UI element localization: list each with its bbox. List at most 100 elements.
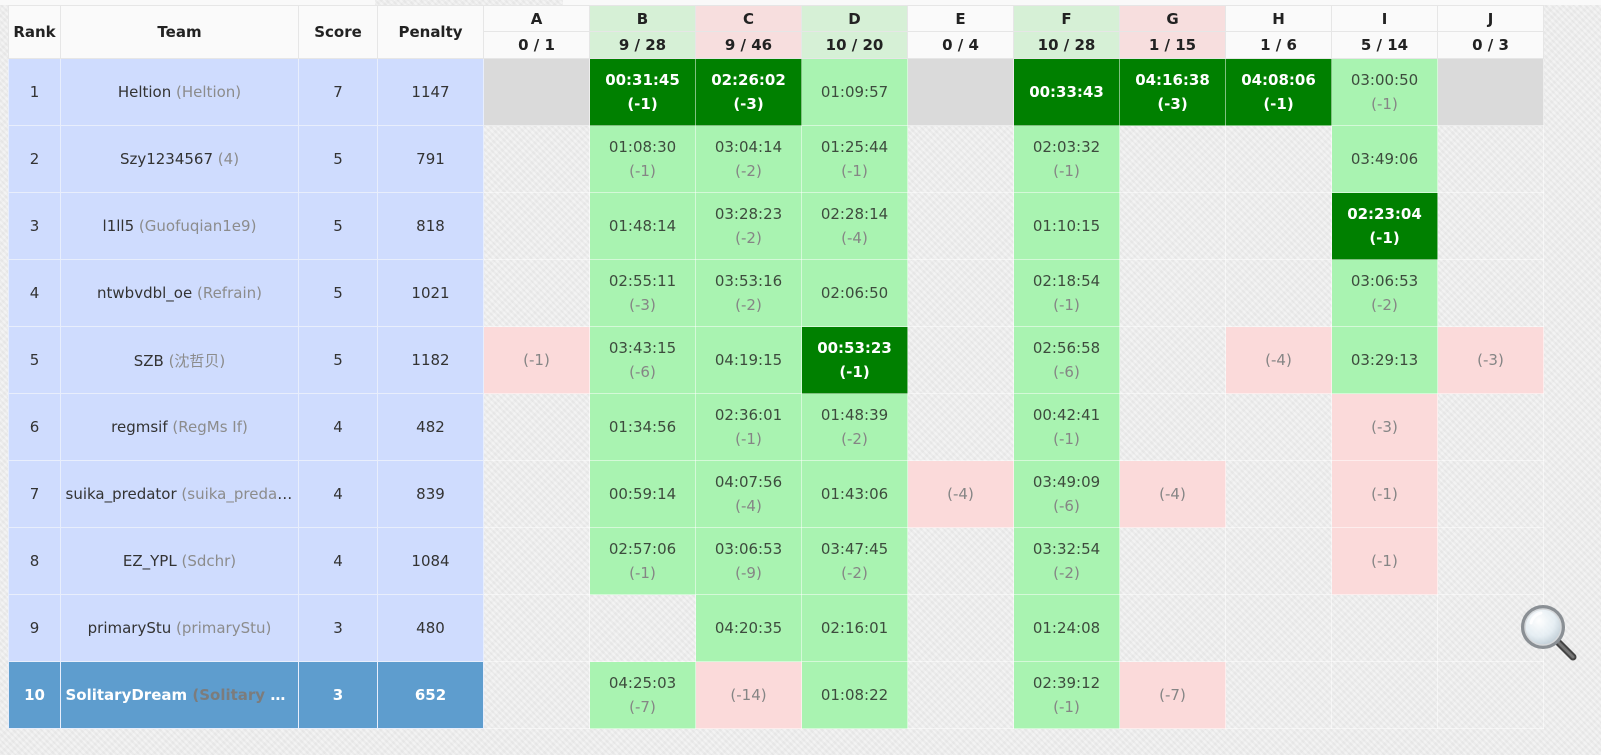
accepted-cell[interactable]: 02:39:12 (-1) bbox=[1013, 661, 1120, 729]
table-row: 2 Szy1234567 (4) 5 791 01:08:30 (-1) 03:04:14 (… bbox=[8, 125, 1544, 193]
solve-time: 03:04:14 bbox=[714, 138, 783, 156]
accepted-cell[interactable]: 04:19:15 bbox=[695, 326, 802, 394]
accepted-cell[interactable]: 01:43:06 bbox=[801, 460, 908, 528]
team-cell[interactable]: l1ll5 (Guofuqian1e9) bbox=[60, 192, 299, 260]
accepted-cell[interactable]: 03:49:09 (-6) bbox=[1013, 460, 1120, 528]
rejected-cell[interactable]: (-4) bbox=[1119, 460, 1226, 528]
accepted-cell[interactable]: 01:09:57 bbox=[801, 58, 908, 126]
team-name-wrap: l1ll5 (Guofuqian1e9) bbox=[103, 217, 257, 235]
problem-label[interactable]: A bbox=[483, 5, 590, 32]
accepted-cell[interactable]: 00:59:14 bbox=[589, 460, 696, 528]
problem-label[interactable]: E bbox=[907, 5, 1014, 32]
team-cell[interactable]: EZ_YPL (Sdchr) bbox=[60, 527, 299, 595]
accepted-cell[interactable]: 04:07:56 (-4) bbox=[695, 460, 802, 528]
header-penalty[interactable]: Penalty bbox=[377, 5, 484, 59]
accepted-cell[interactable]: 03:49:06 bbox=[1331, 125, 1438, 193]
problem-label[interactable]: D bbox=[801, 5, 908, 32]
empty-cell bbox=[1437, 527, 1544, 595]
rejected-cell[interactable]: (-14) bbox=[695, 661, 802, 729]
accepted-cell[interactable]: 03:32:54 (-2) bbox=[1013, 527, 1120, 595]
solve-time: 02:16:01 bbox=[820, 619, 889, 637]
problem-label[interactable]: J bbox=[1437, 5, 1544, 32]
first-blood-cell[interactable]: 04:08:06 (-1) bbox=[1225, 58, 1332, 126]
rejected-cell[interactable]: (-3) bbox=[1331, 393, 1438, 461]
accepted-cell[interactable]: 03:29:13 bbox=[1331, 326, 1438, 394]
accepted-cell[interactable]: 02:36:01 (-1) bbox=[695, 393, 802, 461]
accepted-cell[interactable]: 03:53:16 (-2) bbox=[695, 259, 802, 327]
team-name-wrap: regmsif (RegMs If) bbox=[111, 418, 248, 436]
problem-label[interactable]: C bbox=[695, 5, 802, 32]
team-cell[interactable]: Szy1234567 (4) bbox=[60, 125, 299, 193]
team-cell[interactable]: Heltion (Heltion) bbox=[60, 58, 299, 126]
rejected-cell[interactable]: (-1) bbox=[483, 326, 590, 394]
accepted-cell[interactable]: 02:56:58 (-6) bbox=[1013, 326, 1120, 394]
first-blood-cell[interactable]: 00:31:45 (-1) bbox=[589, 58, 696, 126]
accepted-cell[interactable]: 04:25:03 (-7) bbox=[589, 661, 696, 729]
rejected-cell[interactable]: (-4) bbox=[907, 460, 1014, 528]
accepted-cell[interactable]: 01:48:39 (-2) bbox=[801, 393, 908, 461]
problem-label[interactable]: H bbox=[1225, 5, 1332, 32]
team-member-name: (4) bbox=[217, 150, 240, 169]
header-team[interactable]: Team bbox=[60, 5, 299, 59]
accepted-cell[interactable]: 01:10:15 bbox=[1013, 192, 1120, 260]
accepted-cell[interactable]: 02:57:06 (-1) bbox=[589, 527, 696, 595]
first-blood-cell[interactable]: 02:26:02 (-3) bbox=[695, 58, 802, 126]
accepted-cell[interactable]: 03:00:50 (-1) bbox=[1331, 58, 1438, 126]
team-cell[interactable]: SolitaryDream (Solitary Dr... bbox=[60, 661, 299, 729]
first-blood-cell[interactable]: 00:53:23 (-1) bbox=[801, 326, 908, 394]
accepted-cell[interactable]: 03:04:14 (-2) bbox=[695, 125, 802, 193]
wrong-attempts: (-3) bbox=[733, 95, 764, 113]
team-name: Heltion bbox=[117, 83, 172, 102]
first-blood-cell[interactable]: 02:23:04 (-1) bbox=[1331, 192, 1438, 260]
rejected-cell[interactable]: (-1) bbox=[1331, 460, 1438, 528]
team-cell[interactable]: ntwbvdbl_oe (Refrain) bbox=[60, 259, 299, 327]
empty-cell bbox=[483, 460, 590, 528]
team-cell[interactable]: primaryStu (primaryStu) bbox=[60, 594, 299, 662]
rejected-cell[interactable]: (-1) bbox=[1331, 527, 1438, 595]
empty-cell bbox=[1119, 259, 1226, 327]
accepted-cell[interactable]: 03:43:15 (-6) bbox=[589, 326, 696, 394]
accepted-cell[interactable]: 00:42:41 (-1) bbox=[1013, 393, 1120, 461]
accepted-cell[interactable]: 02:03:32 (-1) bbox=[1013, 125, 1120, 193]
accepted-cell[interactable]: 03:28:23 (-2) bbox=[695, 192, 802, 260]
problem-label[interactable]: G bbox=[1119, 5, 1226, 32]
accepted-cell[interactable]: 01:48:14 bbox=[589, 192, 696, 260]
top-strip-right bbox=[563, 0, 1601, 5]
problem-count: 1 / 15 bbox=[1119, 31, 1226, 59]
first-blood-cell[interactable]: 00:33:43 bbox=[1013, 58, 1120, 126]
solve-time: 00:42:41 bbox=[1032, 406, 1101, 424]
empty-cell bbox=[1225, 661, 1332, 729]
accepted-cell[interactable]: 02:16:01 bbox=[801, 594, 908, 662]
rejected-cell[interactable]: (-3) bbox=[1437, 326, 1544, 394]
first-blood-cell[interactable]: 04:16:38 (-3) bbox=[1119, 58, 1226, 126]
magnifier-icon[interactable] bbox=[1519, 603, 1579, 663]
accepted-cell[interactable]: 04:20:35 bbox=[695, 594, 802, 662]
problem-label[interactable]: B bbox=[589, 5, 696, 32]
header-rank[interactable]: Rank bbox=[8, 5, 61, 59]
accepted-cell[interactable]: 01:34:56 bbox=[589, 393, 696, 461]
rejected-cell[interactable]: (-7) bbox=[1119, 661, 1226, 729]
accepted-cell[interactable]: 03:47:45 (-2) bbox=[801, 527, 908, 595]
accepted-cell[interactable]: 02:55:11 (-3) bbox=[589, 259, 696, 327]
wrong-attempts: (-1) bbox=[1053, 162, 1080, 180]
team-cell[interactable]: regmsif (RegMs If) bbox=[60, 393, 299, 461]
problem-label[interactable]: I bbox=[1331, 5, 1438, 32]
problem-label[interactable]: F bbox=[1013, 5, 1120, 32]
penalty-cell: 791 bbox=[377, 125, 484, 193]
header-score[interactable]: Score bbox=[298, 5, 378, 59]
accepted-cell[interactable]: 01:24:08 bbox=[1013, 594, 1120, 662]
team-cell[interactable]: SZB (沈哲贝) bbox=[60, 326, 299, 394]
empty-cell bbox=[1437, 58, 1544, 126]
accepted-cell[interactable]: 02:18:54 (-1) bbox=[1013, 259, 1120, 327]
team-cell[interactable]: suika_predator (suika_predat... bbox=[60, 460, 299, 528]
accepted-cell[interactable]: 02:06:50 bbox=[801, 259, 908, 327]
accepted-cell[interactable]: 03:06:53 (-2) bbox=[1331, 259, 1438, 327]
rejected-cell[interactable]: (-4) bbox=[1225, 326, 1332, 394]
accepted-cell[interactable]: 03:06:53 (-9) bbox=[695, 527, 802, 595]
accepted-cell[interactable]: 01:08:22 bbox=[801, 661, 908, 729]
accepted-cell[interactable]: 02:28:14 (-4) bbox=[801, 192, 908, 260]
accepted-cell[interactable]: 01:25:44 (-1) bbox=[801, 125, 908, 193]
wrong-attempts: (-1) bbox=[735, 430, 762, 448]
empty-cell bbox=[1437, 125, 1544, 193]
accepted-cell[interactable]: 01:08:30 (-1) bbox=[589, 125, 696, 193]
